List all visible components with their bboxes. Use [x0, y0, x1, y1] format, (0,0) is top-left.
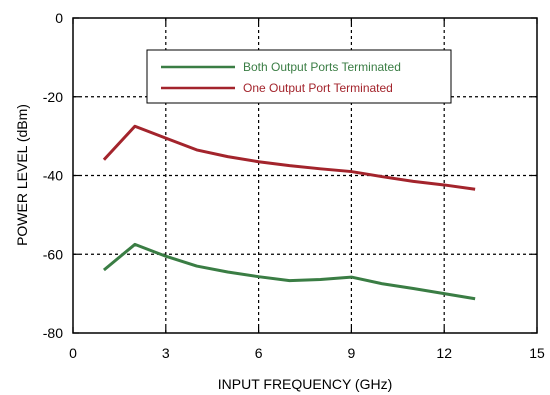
y-axis-title: POWER LEVEL (dBm)	[14, 104, 30, 246]
y-tick-label: 0	[55, 10, 63, 26]
legend-label-one-port: One Output Port Terminated	[243, 81, 393, 95]
x-tick-label: 0	[69, 345, 77, 361]
x-axis-title: INPUT FREQUENCY (GHz)	[218, 376, 393, 392]
series-line-both-ports	[102, 242, 476, 301]
y-tick-label: -80	[43, 325, 63, 341]
x-tick-label: 12	[436, 345, 452, 361]
x-tick-label: 6	[255, 345, 263, 361]
x-tick-label: 15	[529, 345, 545, 361]
y-tick-label: -20	[43, 89, 63, 105]
series-line-one-port	[102, 124, 476, 191]
x-tick-label: 9	[348, 345, 356, 361]
legend-label-both-ports: Both Output Ports Terminated	[243, 60, 401, 74]
y-tick-label: -40	[43, 168, 63, 184]
tick-marks	[72, 17, 538, 334]
grid-lines	[73, 18, 537, 333]
y-tick-label: -60	[43, 246, 63, 262]
legend: Both Output Ports Terminated One Output …	[146, 49, 452, 104]
tick-labels: 0 3 6 9 12 15 0 -20 -40 -60 -80	[43, 10, 545, 361]
x-tick-label: 3	[162, 345, 170, 361]
series-layer	[102, 124, 476, 301]
legend-box	[146, 49, 452, 104]
